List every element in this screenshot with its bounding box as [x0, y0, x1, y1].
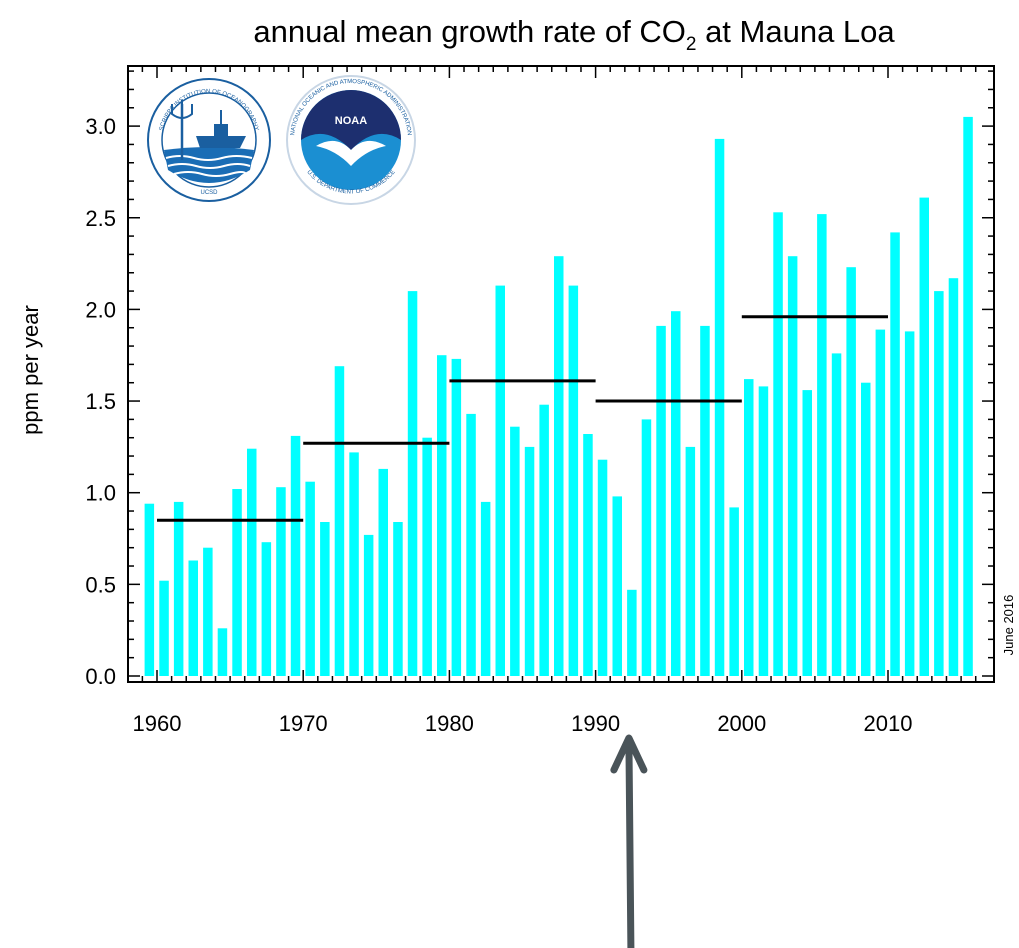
bar-1987: [554, 256, 564, 676]
x-tick-label: 1980: [425, 711, 474, 736]
bar-1995: [671, 311, 681, 676]
x-tick-label: 2000: [717, 711, 766, 736]
bar-1975: [378, 468, 388, 676]
bar-1997: [700, 325, 710, 676]
bar-1993: [641, 419, 652, 676]
x-tick-label: 2010: [864, 711, 913, 736]
date-note: June 2016: [1001, 595, 1016, 656]
bar-1988: [568, 285, 579, 676]
x-tick-label: 1960: [133, 711, 182, 736]
bar-1980: [451, 358, 462, 676]
bar-2008: [861, 382, 871, 676]
y-tick-label: 0.5: [85, 572, 116, 597]
y-axis-label: ppm per year: [18, 305, 43, 435]
bar-1965: [232, 489, 242, 676]
bar-2010: [890, 232, 900, 676]
bar-1986: [539, 404, 549, 676]
bar-1979: [437, 355, 447, 676]
bar-1985: [524, 446, 535, 676]
y-tick-labels: 0.0 0.5 1.0 1.5 2.0 2.5 3.0: [85, 114, 116, 689]
y-tick-label: 1.5: [85, 389, 116, 414]
arrow-head: [610, 734, 648, 774]
bar-1973: [349, 452, 359, 676]
bar-1966: [247, 448, 257, 676]
bar-2007: [846, 267, 856, 676]
bar-2012: [919, 197, 929, 676]
bar-2014: [948, 278, 959, 676]
bar-1962: [188, 560, 198, 676]
bar-1959: [144, 503, 155, 676]
axis-ticks: [128, 66, 994, 682]
bar-1972: [334, 366, 345, 676]
annotation-arrow: [610, 734, 648, 948]
bar-1963: [203, 547, 213, 676]
noaa-logo: NOAA NATIONAL OCEANIC AND ATMOSPHERIC AD…: [286, 75, 416, 205]
bar-1976: [393, 522, 403, 676]
arrow-shaft: [625, 736, 635, 948]
bar-1961: [173, 501, 184, 676]
bar-2000: [744, 379, 754, 676]
bar-1968: [276, 487, 286, 676]
bar-1977: [407, 291, 418, 676]
chart-title-main: annual mean growth rate of CO: [253, 14, 686, 49]
bar-1998: [714, 138, 725, 676]
bar-1991: [612, 496, 622, 676]
bar-1982: [480, 501, 491, 676]
bar-2011: [904, 331, 915, 676]
plot-frame: [127, 65, 995, 683]
bar-1978: [422, 437, 432, 676]
bar-2005: [817, 214, 827, 676]
bar-2013: [934, 291, 944, 676]
bar-1984: [510, 426, 520, 676]
x-tick-label: 1990: [571, 711, 620, 736]
bar-1960: [159, 580, 169, 676]
bar-1967: [261, 542, 272, 676]
bar-1970: [305, 481, 315, 676]
y-tick-label: 2.5: [85, 206, 116, 231]
x-tick-labels: 1960 1970 1980 1990 2000 2010: [133, 711, 913, 736]
bar-1992: [627, 589, 637, 676]
bar-1971: [320, 522, 330, 676]
y-tick-label: 0.0: [85, 664, 116, 689]
y-tick-label: 2.0: [85, 297, 116, 322]
bar-2001: [758, 386, 769, 676]
bar-1990: [597, 459, 608, 676]
bar-1983: [495, 285, 505, 676]
bar-1989: [583, 434, 593, 676]
bar-1999: [729, 507, 739, 676]
bar-1964: [217, 628, 228, 676]
bar-1981: [466, 413, 476, 676]
scripps-bottom-text: UCSD: [200, 190, 218, 196]
bar-2004: [802, 390, 812, 676]
chart-title-suffix: at Mauna Loa: [696, 14, 895, 49]
y-tick-label: 3.0: [85, 114, 116, 139]
scripps-logo: SCRIPPS INSTITUTION OF OCEANOGRAPHY UCSD: [147, 78, 271, 202]
bar-2006: [831, 353, 842, 676]
bar-2003: [787, 256, 798, 676]
x-tick-label: 1970: [279, 711, 328, 736]
bar-2015: [963, 116, 973, 676]
bar-2002: [773, 212, 783, 677]
noaa-wordmark: NOAA: [335, 115, 367, 127]
y-tick-label: 1.0: [85, 481, 116, 506]
bar-1994: [656, 325, 666, 676]
bar-1969: [290, 435, 301, 676]
bar-2009: [875, 329, 886, 676]
bar-1996: [685, 446, 696, 676]
bar-1974: [363, 534, 374, 676]
decade-average-lines: [157, 315, 888, 522]
chart-title-subscript: 2: [686, 34, 697, 55]
bar-series: [144, 116, 973, 677]
chart-title: annual mean growth rate of CO2 at Mauna …: [253, 14, 895, 55]
